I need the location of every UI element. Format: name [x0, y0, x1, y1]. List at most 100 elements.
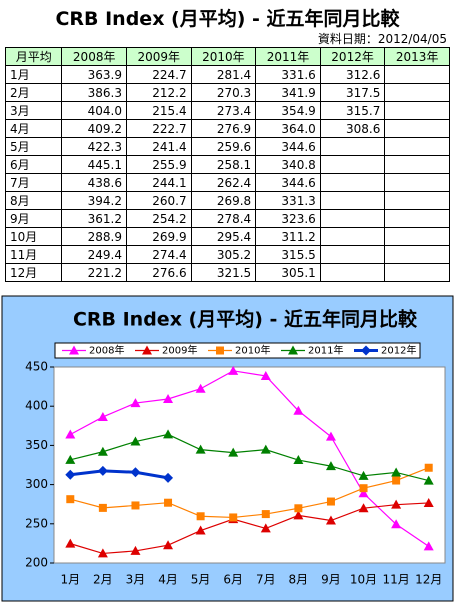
table-row: 12月 221.2 276.6 321.5 305.1 [4, 263, 450, 282]
data-point [294, 504, 303, 513]
y-tick-label: 400 [25, 399, 48, 413]
table-row: 11月 249.4 274.4 305.2 315.5 [4, 245, 450, 264]
month-cell: 7月 [4, 173, 63, 192]
value-cell [384, 155, 450, 174]
x-tick-label: 12月 [415, 573, 442, 587]
table-row: 7月 438.6 244.1 262.4 344.6 [4, 173, 450, 192]
value-cell: 363.9 [61, 65, 127, 84]
value-cell: 340.8 [255, 155, 321, 174]
value-cell [319, 191, 386, 210]
y-tick-label: 200 [25, 556, 48, 570]
series-line [70, 502, 429, 555]
month-cell: 6月 [4, 155, 63, 174]
month-cell: 12月 [4, 263, 63, 282]
x-tick-label: 4月 [158, 573, 178, 587]
value-cell: 278.4 [190, 209, 257, 228]
x-tick-label: 7月 [256, 573, 276, 587]
data-point [97, 465, 108, 476]
data-point [423, 475, 434, 485]
data-point [228, 447, 239, 457]
data-point [164, 498, 173, 507]
x-tick-label: 10月 [350, 573, 377, 587]
legend-label: 2009年 [162, 344, 197, 357]
value-cell: 274.4 [126, 245, 192, 264]
month-cell: 5月 [4, 137, 63, 156]
value-cell: 321.5 [190, 263, 257, 282]
value-cell [384, 119, 450, 138]
data-point [229, 513, 238, 522]
value-cell: 317.5 [319, 83, 386, 102]
value-cell: 212.2 [126, 83, 192, 102]
value-cell [319, 245, 386, 264]
value-cell: 344.6 [255, 137, 321, 156]
value-cell [384, 65, 450, 84]
value-cell: 344.6 [255, 173, 321, 192]
value-cell: 331.6 [255, 65, 321, 84]
header-cell: 2013年 [384, 47, 450, 66]
value-cell: 295.4 [190, 227, 257, 246]
value-cell: 386.3 [61, 83, 127, 102]
series-line [70, 433, 429, 482]
value-cell [384, 227, 450, 246]
month-cell: 4月 [4, 119, 63, 138]
value-cell: 215.4 [126, 101, 192, 120]
value-cell: 255.9 [126, 155, 192, 174]
month-cell: 2月 [4, 83, 63, 102]
data-point [131, 501, 140, 510]
data-point [325, 461, 336, 471]
data-point [325, 515, 336, 525]
value-cell: 260.7 [126, 191, 192, 210]
data-point [97, 548, 108, 558]
value-cell: 409.2 [61, 119, 127, 138]
data-point [228, 365, 239, 375]
data-point [130, 545, 141, 555]
plot-area [53, 366, 446, 564]
value-cell: 288.9 [61, 227, 127, 246]
value-cell: 273.4 [190, 101, 257, 120]
data-point [293, 405, 304, 415]
value-cell: 308.6 [319, 119, 386, 138]
value-cell [384, 137, 450, 156]
data-point [65, 429, 76, 439]
data-point [392, 476, 401, 485]
data-point [97, 411, 108, 421]
value-cell: 269.8 [190, 191, 257, 210]
month-cell: 1月 [4, 65, 63, 84]
x-tick-label: 5月 [191, 573, 211, 587]
data-point [195, 525, 206, 535]
x-tick-label: 8月 [289, 573, 309, 587]
table-row: 10月 288.9 269.9 295.4 311.2 [4, 227, 450, 246]
value-cell: 254.2 [126, 209, 192, 228]
legend-marker [361, 345, 371, 356]
data-point [195, 444, 206, 454]
data-point [391, 499, 402, 509]
value-cell: 364.0 [255, 119, 321, 138]
month-cell: 9月 [4, 209, 63, 228]
value-cell: 262.4 [190, 173, 257, 192]
value-cell: 422.3 [61, 137, 127, 156]
data-point [163, 429, 174, 439]
legend-label: 2011年 [308, 344, 343, 357]
table-row: 1月 363.9 224.7 281.4 331.6 312.6 [4, 65, 450, 84]
data-point [163, 540, 174, 550]
data-point [423, 541, 434, 551]
legend-marker [69, 345, 79, 355]
value-cell: 315.5 [255, 245, 321, 264]
data-point [261, 510, 270, 519]
value-cell: 341.9 [255, 83, 321, 102]
value-cell: 311.2 [255, 227, 321, 246]
series-line [70, 370, 430, 547]
data-point [325, 431, 336, 441]
y-tick-label: 250 [25, 516, 48, 530]
data-point [293, 455, 304, 465]
value-cell: 445.1 [61, 155, 127, 174]
legend-marker [288, 345, 298, 355]
value-cell: 438.6 [61, 173, 127, 192]
legend-box [54, 342, 421, 359]
data-point [293, 510, 304, 520]
data-point [195, 383, 206, 393]
month-cell: 10月 [4, 227, 63, 246]
value-cell: 361.2 [61, 209, 127, 228]
data-point [391, 467, 402, 477]
value-cell [319, 137, 386, 156]
